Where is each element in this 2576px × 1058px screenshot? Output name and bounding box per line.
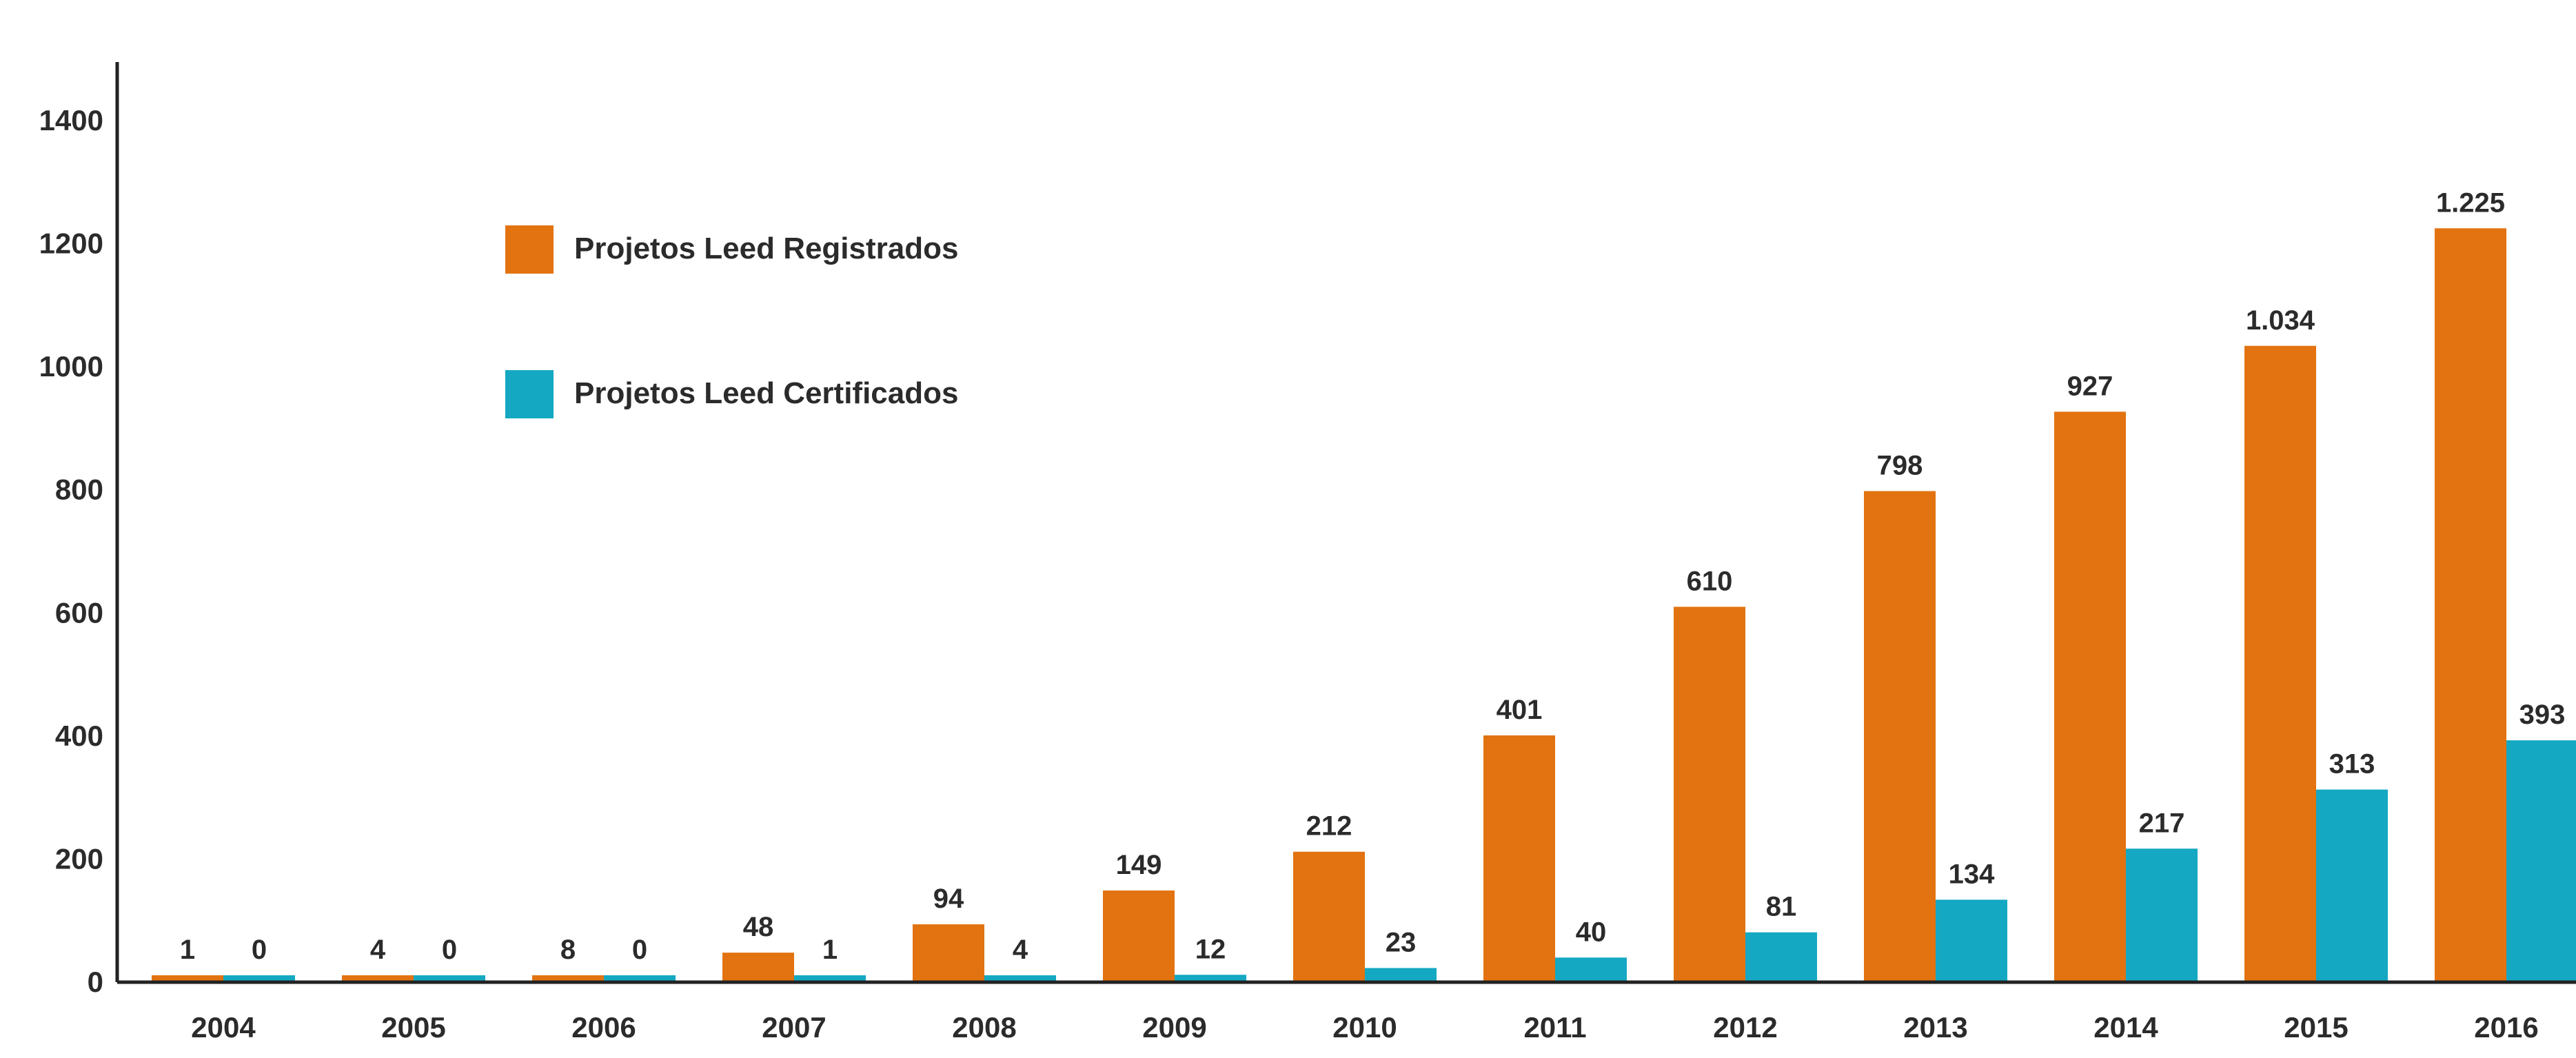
legend-swatch-certificados (505, 370, 554, 418)
bar-certificados-2004 (223, 975, 295, 982)
x-tick-label-2015: 2015 (2284, 1011, 2348, 1044)
bar-registrados-2004 (152, 975, 223, 982)
x-tick-label-2008: 2008 (952, 1011, 1016, 1044)
bar-certificados-2007 (794, 975, 866, 982)
value-label-certificados-2005: 0 (442, 935, 457, 965)
x-tick-label-2007: 2007 (762, 1011, 826, 1044)
bar-certificados-2015 (2316, 789, 2388, 982)
bar-registrados-2009 (1103, 890, 1175, 982)
bar-certificados-2006 (604, 975, 676, 982)
bar-registrados-2015 (2244, 345, 2316, 982)
value-label-registrados-2016: 1.225 (2436, 187, 2505, 218)
x-tick-label-2011: 2011 (1523, 1011, 1586, 1044)
value-label-certificados-2004: 0 (252, 935, 267, 965)
bar-certificados-2016 (2506, 740, 2576, 982)
bar-certificados-2005 (414, 975, 485, 982)
bar-certificados-2010 (1365, 968, 1437, 982)
bar-certificados-2012 (1745, 932, 1817, 982)
x-tick-label-2014: 2014 (2093, 1011, 2158, 1044)
value-label-registrados-2014: 927 (2067, 371, 2113, 401)
x-tick-label-2010: 2010 (1332, 1011, 1397, 1044)
value-label-registrados-2006: 8 (560, 935, 576, 965)
x-tick-label-2006: 2006 (571, 1011, 636, 1044)
bar-registrados-2008 (913, 924, 984, 982)
bar-registrados-2014 (2054, 411, 2126, 982)
value-label-registrados-2005: 4 (370, 935, 386, 965)
value-label-certificados-2014: 217 (2139, 808, 2185, 838)
y-tick-label-1400: 1400 (39, 104, 103, 136)
y-tick-label-1000: 1000 (39, 350, 103, 383)
value-label-registrados-2010: 212 (1306, 811, 1352, 842)
x-tick-label-2005: 2005 (381, 1011, 445, 1044)
y-tick-label-200: 200 (55, 842, 103, 875)
value-label-certificados-2006: 0 (632, 935, 647, 965)
bar-registrados-2013 (1864, 491, 1936, 982)
value-labels-layer: 1 0 4 0 8 04819441491221223401406108179813492… (180, 187, 2566, 965)
value-label-registrados-2008: 94 (933, 884, 964, 914)
legend-label-certificados: Projetos Leed Certificados (574, 376, 958, 410)
x-tick-label-2012: 2012 (1713, 1011, 1777, 1044)
x-tick-label-2009: 2009 (1142, 1011, 1206, 1044)
bar-certificados-2013 (1936, 899, 2007, 982)
value-label-certificados-2010: 23 (1386, 927, 1417, 957)
value-label-registrados-2012: 610 (1687, 566, 1733, 596)
value-label-registrados-2015: 1.034 (2246, 305, 2315, 336)
value-label-registrados-2011: 401 (1497, 695, 1543, 725)
value-label-certificados-2012: 81 (1766, 892, 1797, 922)
bar-registrados-2007 (722, 953, 794, 982)
bar-registrados-2012 (1674, 607, 1745, 982)
value-label-certificados-2016: 393 (2519, 700, 2566, 730)
y-tick-label-800: 800 (55, 474, 103, 506)
bar-certificados-2009 (1175, 975, 1246, 982)
value-label-registrados-2007: 48 (743, 912, 774, 942)
value-label-certificados-2007: 1 (822, 935, 838, 965)
x-tick-label-2016: 2016 (2474, 1011, 2538, 1044)
y-tick-label-400: 400 (55, 720, 103, 752)
value-label-certificados-2013: 134 (1949, 859, 1995, 889)
y-tick-label-1200: 1200 (39, 227, 103, 260)
x-tick-label-2004: 2004 (191, 1011, 256, 1044)
value-label-registrados-2013: 798 (1877, 451, 1923, 481)
bar-registrados-2005 (342, 975, 414, 982)
legend-label-registrados: Projetos Leed Registrados (574, 232, 958, 265)
bar-certificados-2008 (984, 975, 1056, 982)
bar-certificados-2011 (1555, 957, 1627, 982)
y-tick-label-0: 0 (88, 966, 103, 998)
value-label-certificados-2008: 4 (1013, 935, 1028, 965)
bar-registrados-2016 (2435, 228, 2506, 982)
x-tick-label-2013: 2013 (1903, 1011, 1967, 1044)
value-label-registrados-2004: 1 (180, 935, 195, 965)
legend: Projetos Leed Registrados Projetos Leed C… (505, 225, 958, 418)
bar-registrados-2010 (1293, 851, 1365, 982)
value-label-certificados-2015: 313 (2329, 749, 2375, 780)
y-tick-label-600: 600 (55, 596, 103, 629)
value-label-certificados-2009: 12 (1195, 934, 1226, 964)
axes-layer: 2004 2005 2006 2007 2008 2009 2010 2011 2012 2013… (39, 62, 2576, 1044)
value-label-certificados-2011: 40 (1576, 917, 1607, 947)
bar-certificados-2014 (2126, 848, 2198, 982)
bar-registrados-2011 (1483, 735, 1555, 982)
legend-swatch-registrados (505, 225, 554, 274)
bars-layer (152, 228, 2576, 982)
bar-registrados-2006 (532, 975, 604, 982)
value-label-registrados-2009: 149 (1116, 850, 1162, 880)
